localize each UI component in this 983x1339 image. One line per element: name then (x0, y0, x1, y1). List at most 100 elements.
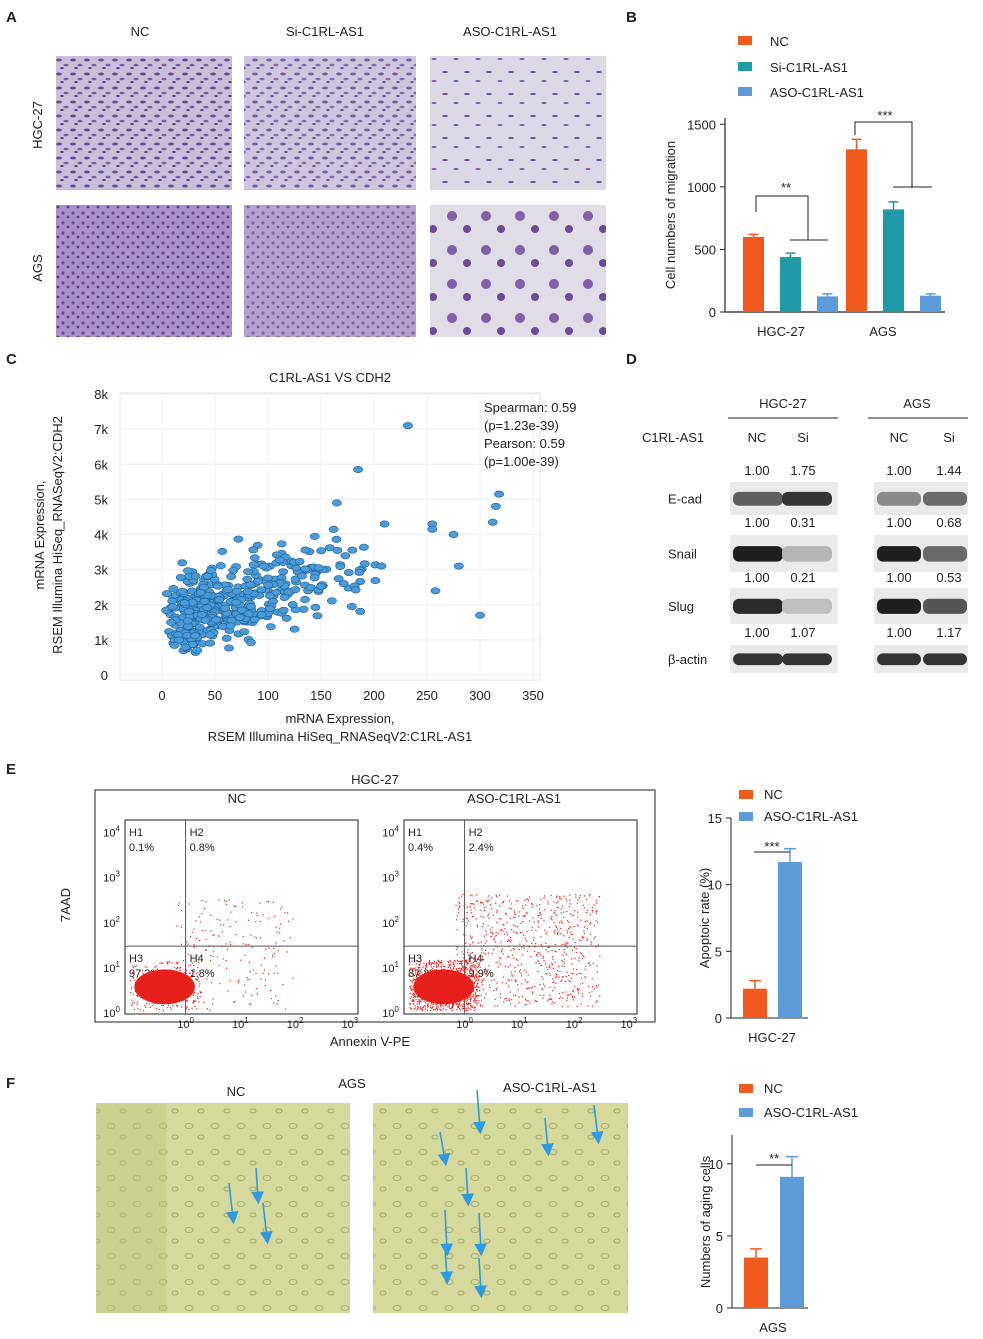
flow-quadrant-name: H1 (408, 827, 422, 839)
flow-event (454, 1002, 456, 1004)
flow-event (530, 902, 533, 905)
flow-event (559, 993, 561, 995)
flow-event (449, 992, 451, 994)
flow-event (158, 993, 160, 995)
flow-event (415, 971, 417, 973)
flow-event (459, 982, 461, 984)
flow-event (427, 1004, 429, 1006)
flow-event (168, 974, 171, 976)
aging-cell-arrow (541, 1117, 554, 1157)
flow-event (418, 1002, 420, 1004)
flow-event (498, 932, 500, 935)
flow-event (534, 946, 536, 948)
scatter-point (242, 588, 253, 596)
flow-event (585, 965, 587, 968)
flow-xtick-label: 102 (566, 1016, 583, 1031)
flow-event (548, 998, 550, 1000)
flow-event (461, 965, 463, 967)
flow-event (193, 969, 195, 971)
flow-event (439, 962, 441, 964)
flow-event (579, 894, 582, 897)
flow-event (500, 958, 502, 960)
flow-event (427, 985, 429, 987)
flow-event (424, 993, 427, 995)
flow-event (561, 1006, 563, 1008)
flow-event (511, 979, 513, 981)
flow-event (488, 952, 490, 954)
flow-event (463, 981, 465, 984)
flow-event (446, 982, 448, 984)
flow-event (547, 969, 549, 971)
flow-event (432, 995, 434, 997)
flow-event (432, 995, 434, 998)
flow-event (430, 995, 433, 997)
flow-event (436, 1001, 438, 1003)
flow-event (436, 1007, 438, 1009)
bar-hgc-27-2 (817, 296, 838, 312)
flow-event (419, 988, 422, 990)
flow-event (430, 999, 432, 1001)
flow-event (475, 988, 478, 991)
flow-event (419, 966, 421, 968)
flow-event (185, 1008, 187, 1010)
flow-event (452, 963, 454, 966)
flow-event (430, 975, 433, 977)
flow-event (462, 1008, 465, 1010)
flow-event (493, 979, 495, 981)
flow-event (431, 996, 433, 998)
flow-event (491, 979, 493, 982)
flow-event (418, 999, 420, 1001)
flow-event (459, 962, 461, 965)
flow-event (439, 984, 441, 986)
flow-event (414, 991, 416, 994)
flow-event (553, 901, 555, 903)
flow-event (419, 987, 421, 989)
flow-event (415, 980, 417, 982)
flow-event (577, 925, 579, 927)
flow-event (420, 992, 422, 994)
flow-event (562, 954, 564, 956)
flow-event (259, 937, 262, 939)
flow-event (195, 920, 197, 922)
flow-event (475, 894, 478, 896)
flow-event (424, 971, 427, 973)
flow-event (534, 950, 536, 953)
flow-event (508, 940, 510, 942)
flow-event (476, 1004, 478, 1006)
flow-event (537, 920, 539, 922)
flow-event (138, 987, 140, 989)
scatter-point (448, 530, 459, 538)
flow-event (564, 948, 566, 950)
flow-event (451, 996, 453, 998)
flow-event (432, 989, 435, 991)
flow-event (436, 966, 438, 969)
flow-event (493, 990, 495, 992)
flow-event (514, 916, 516, 918)
flow-event (192, 985, 195, 987)
flow-event (432, 973, 434, 975)
flow-event (524, 914, 526, 917)
flow-event (425, 978, 427, 980)
flow-event (287, 912, 289, 914)
flow-event (414, 984, 416, 986)
flow-event (470, 952, 472, 954)
flow-event (477, 965, 479, 967)
flow-event (164, 990, 166, 992)
flow-event (213, 946, 215, 948)
flow-event (251, 946, 253, 948)
flow-event (155, 965, 158, 967)
flow-event (566, 971, 568, 973)
flow-event (461, 968, 463, 971)
flow-event (454, 1000, 456, 1002)
flow-event (484, 942, 486, 945)
flow-plot-title-aso: ASO-C1RL-AS1 (467, 791, 561, 806)
flow-event (212, 998, 214, 1000)
flow-event (436, 1006, 438, 1008)
flow-event (163, 1001, 165, 1003)
scatter-point (211, 616, 222, 624)
flow-event (557, 932, 559, 935)
flow-event (520, 922, 522, 924)
flow-xtick-exp: 0 (468, 1016, 473, 1025)
flow-event (531, 906, 533, 908)
flow-event (454, 983, 457, 986)
